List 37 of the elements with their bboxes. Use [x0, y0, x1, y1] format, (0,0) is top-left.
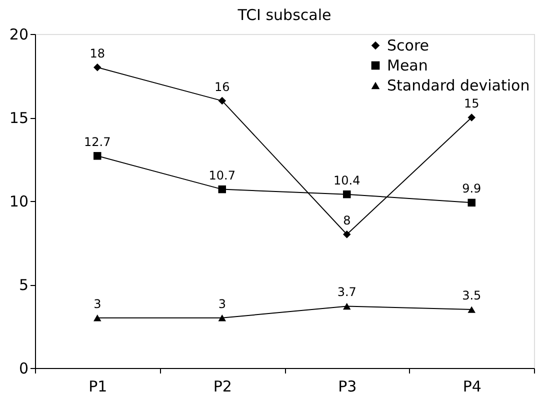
- y-tick-label: 15: [9, 109, 28, 127]
- point: [94, 152, 102, 160]
- data-label: 12.7: [84, 134, 111, 149]
- point: [218, 185, 226, 194]
- point: [468, 114, 476, 122]
- point: [343, 230, 351, 238]
- y-tick-label: 10: [9, 192, 28, 210]
- point: [218, 314, 226, 322]
- data-label: 15: [464, 96, 480, 110]
- data-label: 3.5: [462, 288, 482, 303]
- y-tick-label: 5: [18, 276, 28, 294]
- point: [468, 198, 476, 207]
- data-label: 8: [343, 213, 351, 228]
- data-label: 10.7: [208, 168, 236, 182]
- data-label: 9.9: [462, 182, 482, 196]
- data-label: 10.4: [334, 173, 360, 188]
- x-tick-label: P3: [338, 378, 357, 396]
- x-tick-label: P2: [213, 378, 232, 396]
- data-label: 3: [94, 296, 102, 311]
- legend-label: Score: [387, 36, 430, 54]
- y-tick-label: 20: [9, 26, 28, 44]
- x-tick-label: P4: [462, 378, 482, 396]
- point: [94, 64, 102, 72]
- data-label: 18: [90, 46, 106, 60]
- data-label: 3: [218, 296, 226, 311]
- x-tick-label: P1: [88, 378, 108, 396]
- point: [343, 302, 351, 310]
- y-tick-label: 0: [18, 360, 28, 378]
- legend-label: Mean: [387, 56, 428, 74]
- point: [343, 190, 351, 198]
- point: [468, 306, 476, 313]
- data-label: 3.7: [337, 285, 356, 300]
- legend-label: Standard deviation: [387, 76, 530, 94]
- point: [94, 314, 102, 322]
- chart-title: TCI subscale: [236, 6, 332, 24]
- point: [218, 96, 226, 105]
- data-label: 16: [214, 80, 230, 94]
